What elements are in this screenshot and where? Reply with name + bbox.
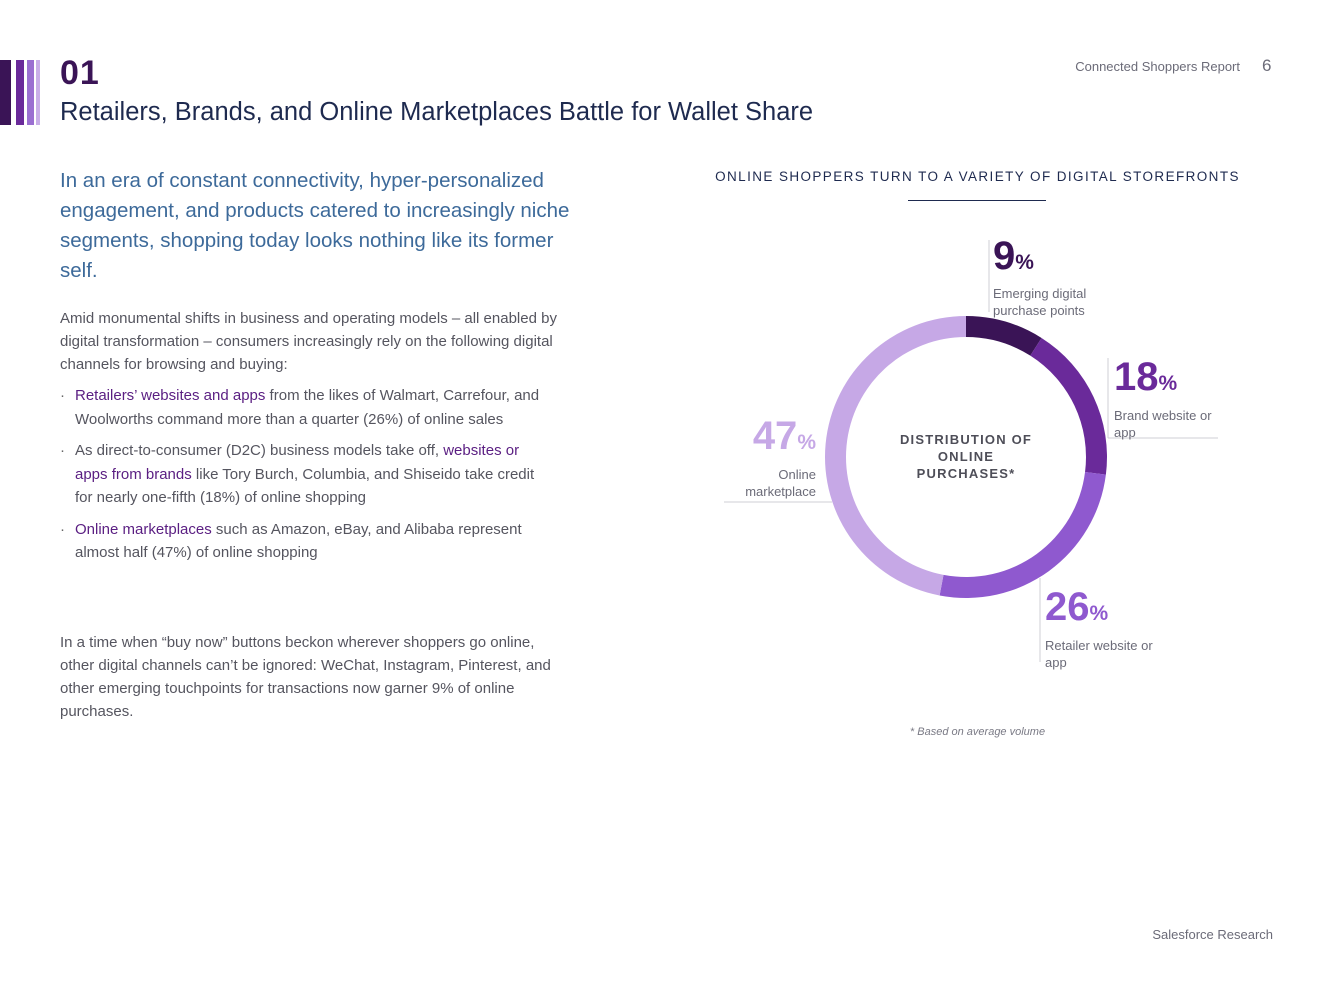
list-item: · As direct-to-consumer (D2C) business mo… (60, 439, 540, 510)
donut-slice (939, 472, 1106, 598)
accent-bar (34, 60, 36, 125)
list-item: · Retailers’ websites and apps from the l… (60, 384, 540, 431)
bullet-text: such as Amazon, eBay, and Alibaba repres… (75, 520, 522, 562)
bullet-icon: · (60, 387, 65, 404)
donut-slice (1030, 337, 1107, 475)
slice-label-marketplace: 47% Online marketplace (706, 416, 816, 500)
slice-value: 47% (706, 416, 816, 463)
donut-slice (966, 316, 1042, 356)
chart-title-rule (908, 200, 1046, 201)
accent-bar (16, 60, 24, 125)
donut-ring (824, 316, 1107, 598)
footer-credit: Salesforce Research (1152, 927, 1273, 942)
percent-sign: % (1015, 251, 1034, 274)
bullet-highlight: Online marketplaces (75, 520, 212, 538)
accent-bar (11, 60, 16, 125)
leader-lines (724, 240, 1218, 662)
page-number: 6 (1262, 56, 1272, 75)
slice-value: 9% (993, 236, 1113, 283)
slice-label-emerging: 9% Emerging digital purchase points (993, 236, 1113, 319)
percent-sign: % (1089, 602, 1109, 625)
report-name: Connected Shoppers Report (1075, 59, 1240, 74)
bullet-text: like Tory Burch, Columbia, and Shiseido … (75, 465, 535, 507)
bullet-text: from the likes of Walmart, Carrefour, an… (75, 387, 540, 428)
donut-slice (824, 316, 966, 596)
slice-value-number: 26 (1045, 585, 1090, 629)
accent-bar (24, 60, 27, 125)
chart-footnote: * Based on average volume (909, 726, 1046, 738)
slice-value-number: 9 (993, 234, 1016, 278)
bullet-icon: · (60, 520, 65, 538)
slice-label-retailer: 26% Retailer website or app (1045, 587, 1153, 671)
slice-label-brand: 18% Brand website or app (1114, 357, 1222, 441)
slice-value-number: 47 (752, 414, 798, 458)
percent-sign: % (1158, 372, 1178, 395)
accent-bar (27, 60, 34, 125)
bullet-highlight: Retailers’ websites and apps (75, 387, 266, 404)
bullet-highlight: websites or apps from brands (75, 442, 520, 483)
slice-value-number: 18 (1114, 355, 1159, 399)
list-item: · Online marketplaces such as Amazon, eBa… (60, 518, 540, 565)
section-title: Retailers, Brands, and Online Marketplac… (60, 98, 814, 126)
percent-sign: % (797, 431, 816, 454)
lead-paragraph: In an era of constant connectivity, hype… (60, 169, 570, 282)
slice-category: Online marketplace (745, 467, 816, 499)
slice-value: 18% (1114, 357, 1222, 404)
channel-bullet-list: · Retailers’ websites and apps from the l… (60, 384, 540, 573)
bullet-lead: As direct-to-consumer (D2C) business mod… (75, 442, 444, 459)
chart-title: ONLINE SHOPPERS TURN TO A VARIETY OF DIG… (715, 169, 1240, 184)
body-paragraph-2: In a time when “buy now” buttons beckon … (60, 634, 551, 720)
slice-category: Retailer website or app (1045, 638, 1153, 670)
slice-category: Brand website or app (1114, 408, 1212, 440)
slice-category: Emerging digital purchase points (993, 286, 1087, 318)
slice-value: 26% (1045, 587, 1153, 634)
donut-center-label: DISTRIBUTION OF ONLINE PURCHASES* (899, 432, 1033, 481)
section-number: 01 (60, 54, 100, 92)
body-paragraph-1: Amid monumental shifts in business and o… (60, 310, 557, 373)
accent-bar (0, 60, 11, 125)
section-accent-bars (0, 60, 40, 125)
bullet-icon: · (60, 442, 65, 459)
accent-bar (36, 60, 40, 125)
